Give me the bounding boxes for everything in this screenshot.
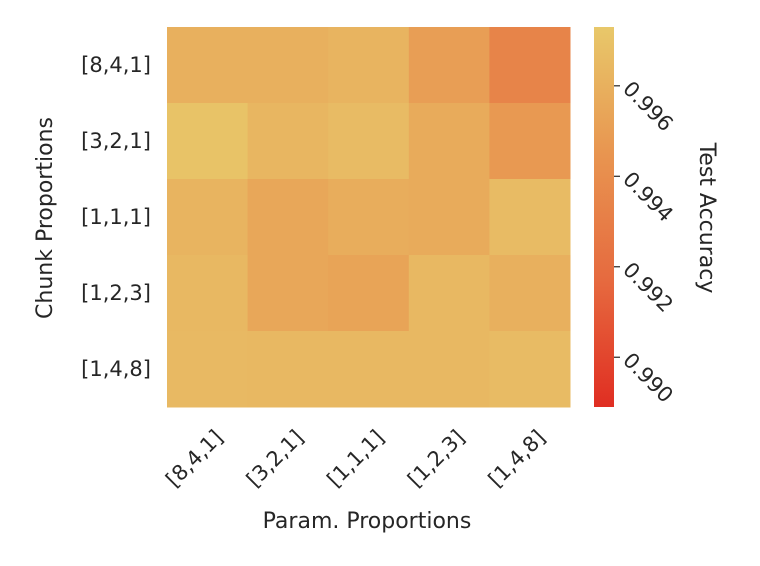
heatmap-cell-r1-c3	[408, 103, 490, 180]
heatmap-cell-r0-c4	[489, 27, 571, 104]
x-tick-label: [1,4,8]	[484, 425, 550, 491]
heatmap-cell-r1-c2	[328, 103, 410, 180]
heatmap-cell-r2-c0	[167, 179, 249, 256]
heatmap-cell-r2-c1	[247, 179, 329, 256]
y-tick-label: [8,4,1]	[81, 53, 151, 77]
heatmap-cell-r4-c0	[167, 331, 249, 408]
x-tick-label: [3,2,1]	[242, 425, 308, 491]
heatmap-cell-r2-c2	[328, 179, 410, 256]
heatmap-cell-r4-c4	[489, 331, 571, 408]
heatmap-cells	[167, 27, 571, 408]
heatmap-cell-r3-c1	[247, 255, 329, 332]
y-tick-label: [1,2,3]	[81, 281, 151, 305]
y-tick-label: [1,4,8]	[81, 357, 151, 381]
heatmap-cell-r3-c4	[489, 255, 571, 332]
colorbar-tick-label: 0.994	[618, 167, 677, 226]
heatmap-cell-r2-c4	[489, 179, 571, 256]
y-tick-labels: [8,4,1] [3,2,1] [1,1,1] [1,2,3] [1,4,8]	[81, 53, 151, 381]
y-tick-label: [3,2,1]	[81, 129, 151, 153]
y-tick-label: [1,1,1]	[81, 205, 151, 229]
x-axis-label: Param. Proportions	[263, 509, 472, 534]
x-tick-label: [8,4,1]	[161, 425, 227, 491]
colorbar: 0.990 0.992 0.994 0.996	[594, 27, 678, 408]
x-tick-labels: [8,4,1] [3,2,1] [1,1,1] [1,2,3] [1,4,8]	[161, 425, 550, 491]
heatmap-cell-r3-c3	[408, 255, 490, 332]
heatmap-cell-r0-c3	[408, 27, 490, 104]
heatmap-cell-r3-c2	[328, 255, 410, 332]
heatmap-cell-r0-c2	[328, 27, 410, 104]
heatmap-cell-r1-c4	[489, 103, 571, 180]
heatmap-cell-r1-c0	[167, 103, 249, 180]
colorbar-tick-label: 0.996	[618, 77, 677, 136]
x-tick-label: [1,1,1]	[322, 425, 388, 491]
colorbar-tick-label: 0.990	[618, 348, 677, 407]
heatmap-cell-r1-c1	[247, 103, 329, 180]
heatmap-cell-r4-c2	[328, 331, 410, 408]
colorbar-label: Test Accuracy	[694, 142, 719, 294]
colorbar-gradient	[594, 27, 614, 407]
heatmap-cell-r0-c0	[167, 27, 249, 104]
y-axis-label: Chunk Proportions	[33, 117, 58, 319]
x-tick-label: [1,2,3]	[403, 425, 469, 491]
heatmap-cell-r4-c3	[408, 331, 490, 408]
colorbar-tick-label: 0.992	[618, 258, 677, 317]
heatmap-cell-r4-c1	[247, 331, 329, 408]
heatmap-cell-r3-c0	[167, 255, 249, 332]
heatmap-cell-r2-c3	[408, 179, 490, 256]
heatmap-cell-r0-c1	[247, 27, 329, 104]
